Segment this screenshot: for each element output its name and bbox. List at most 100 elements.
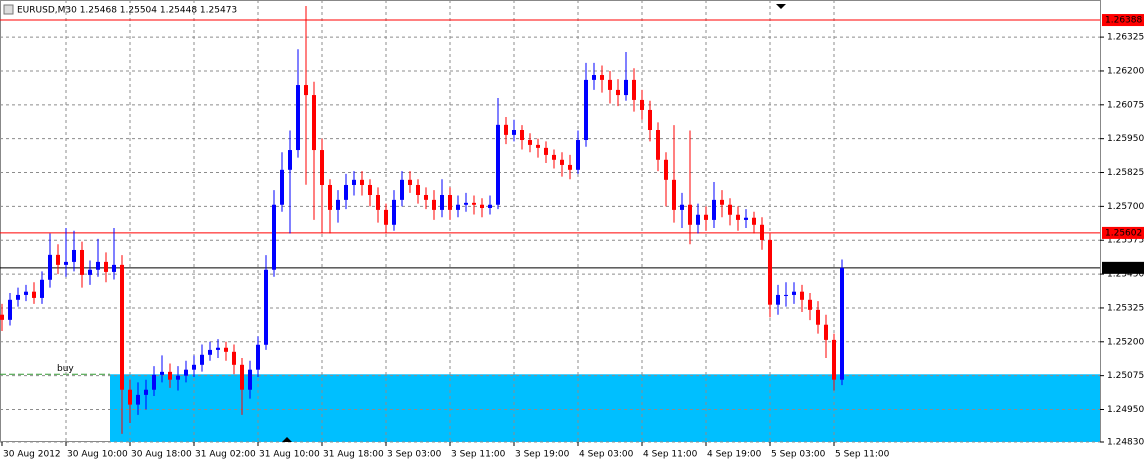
time-marker xyxy=(282,437,292,442)
candle-body xyxy=(528,140,532,145)
candle-body xyxy=(264,269,268,345)
x-tick-label: 3 Sep 19:00 xyxy=(515,450,570,460)
x-tick-label: 4 Sep 19:00 xyxy=(707,450,762,460)
candle-body xyxy=(32,291,36,298)
candle-body xyxy=(504,124,508,135)
y-tick-label: 1.25700 xyxy=(1107,202,1144,212)
chart-title: EURUSD,M30 1.25468 1.25504 1.25448 1.254… xyxy=(17,6,237,16)
x-tick-label: 3 Sep 11:00 xyxy=(451,450,506,460)
candle-body xyxy=(256,344,260,370)
candle-body xyxy=(688,204,692,225)
candle-body xyxy=(384,209,388,225)
plot-frame xyxy=(0,0,1101,442)
candle-body xyxy=(144,389,148,395)
candle-body xyxy=(240,364,244,390)
candle-body xyxy=(192,364,196,370)
candle-body xyxy=(512,130,516,135)
candle-body xyxy=(440,195,444,210)
candle-body xyxy=(376,195,380,210)
candle-body xyxy=(552,154,556,160)
candle-body xyxy=(328,184,332,210)
x-tick-label: 4 Sep 03:00 xyxy=(579,450,634,460)
candle-body xyxy=(608,79,612,90)
candle-body xyxy=(280,169,284,205)
price-tag xyxy=(1102,226,1144,239)
candle-body xyxy=(496,124,500,205)
candle-body xyxy=(208,349,212,355)
candle-body xyxy=(48,254,52,280)
candle-body xyxy=(40,279,44,298)
candle-body xyxy=(576,140,580,170)
x-tick-label: 31 Aug 10:00 xyxy=(259,450,320,460)
y-tick-label: 1.24950 xyxy=(1107,405,1144,415)
candle-body xyxy=(592,75,596,80)
y-tick-label: 1.26075 xyxy=(1107,100,1144,110)
candle-body xyxy=(416,184,420,195)
candle-body xyxy=(368,184,372,195)
candle-body xyxy=(832,339,836,380)
candle-body xyxy=(96,261,100,270)
candle-body xyxy=(312,95,316,151)
candle-body xyxy=(56,254,60,265)
candle-body xyxy=(120,264,124,390)
candle-body xyxy=(720,199,724,205)
candle-body xyxy=(360,179,364,185)
y-tick-label: 1.25950 xyxy=(1107,134,1144,144)
candle-body xyxy=(744,217,748,220)
shift-marker xyxy=(776,4,786,9)
candle-body xyxy=(352,179,356,185)
candle-body xyxy=(624,79,628,96)
x-tick-label: 3 Sep 03:00 xyxy=(387,450,442,460)
candle-body xyxy=(304,85,308,96)
x-tick-label: 5 Sep 11:00 xyxy=(835,450,890,460)
candle-body xyxy=(104,261,108,272)
candle-body xyxy=(168,371,172,380)
candle-body xyxy=(536,144,540,148)
candle-body xyxy=(568,164,572,170)
candle-body xyxy=(656,130,660,160)
candle-body xyxy=(400,179,404,200)
candle-body xyxy=(184,369,188,376)
candle-body xyxy=(640,99,644,110)
symbol-icon xyxy=(3,4,14,15)
y-tick-label: 1.25075 xyxy=(1107,371,1144,381)
candle-body xyxy=(704,214,708,220)
x-tick-label: 31 Aug 18:00 xyxy=(323,450,384,460)
candle-body xyxy=(16,294,20,300)
candle-body xyxy=(64,261,68,265)
candle-body xyxy=(600,75,604,80)
candle-body xyxy=(488,204,492,208)
candle-body xyxy=(480,204,484,208)
y-tick-label: 1.25825 xyxy=(1107,168,1144,178)
candle-body xyxy=(216,347,220,350)
candle-body xyxy=(152,374,156,390)
candle-body xyxy=(584,79,588,141)
candle-body xyxy=(80,249,84,275)
x-tick-label: 30 Aug 2012 xyxy=(3,450,61,460)
candle-body xyxy=(736,214,740,220)
candle-body xyxy=(760,224,764,240)
y-tick-label: 1.25450 xyxy=(1107,270,1144,280)
price-tag xyxy=(1102,14,1144,27)
candle-body xyxy=(816,309,820,325)
candle-body xyxy=(248,369,252,390)
candle-body xyxy=(224,347,228,352)
candle-body xyxy=(520,130,524,141)
candle-body xyxy=(696,214,700,225)
candle-body xyxy=(648,109,652,130)
price-tag-label: 1.26388 xyxy=(1105,16,1142,26)
candle-body xyxy=(824,324,828,340)
candle-body xyxy=(632,79,636,100)
x-tick-label: 4 Sep 11:00 xyxy=(643,450,698,460)
y-tick-label: 1.25200 xyxy=(1107,337,1144,347)
candle-body xyxy=(544,147,548,155)
y-tick-label: 1.25325 xyxy=(1107,303,1144,313)
candle-body xyxy=(776,294,780,305)
price-tag-label: 1.25602 xyxy=(1105,228,1142,238)
candle-body xyxy=(344,184,348,200)
candle-body xyxy=(784,294,788,296)
candle-body xyxy=(808,299,812,310)
candle-body xyxy=(408,179,412,185)
candle-body xyxy=(320,150,324,185)
candle-body xyxy=(8,299,12,320)
